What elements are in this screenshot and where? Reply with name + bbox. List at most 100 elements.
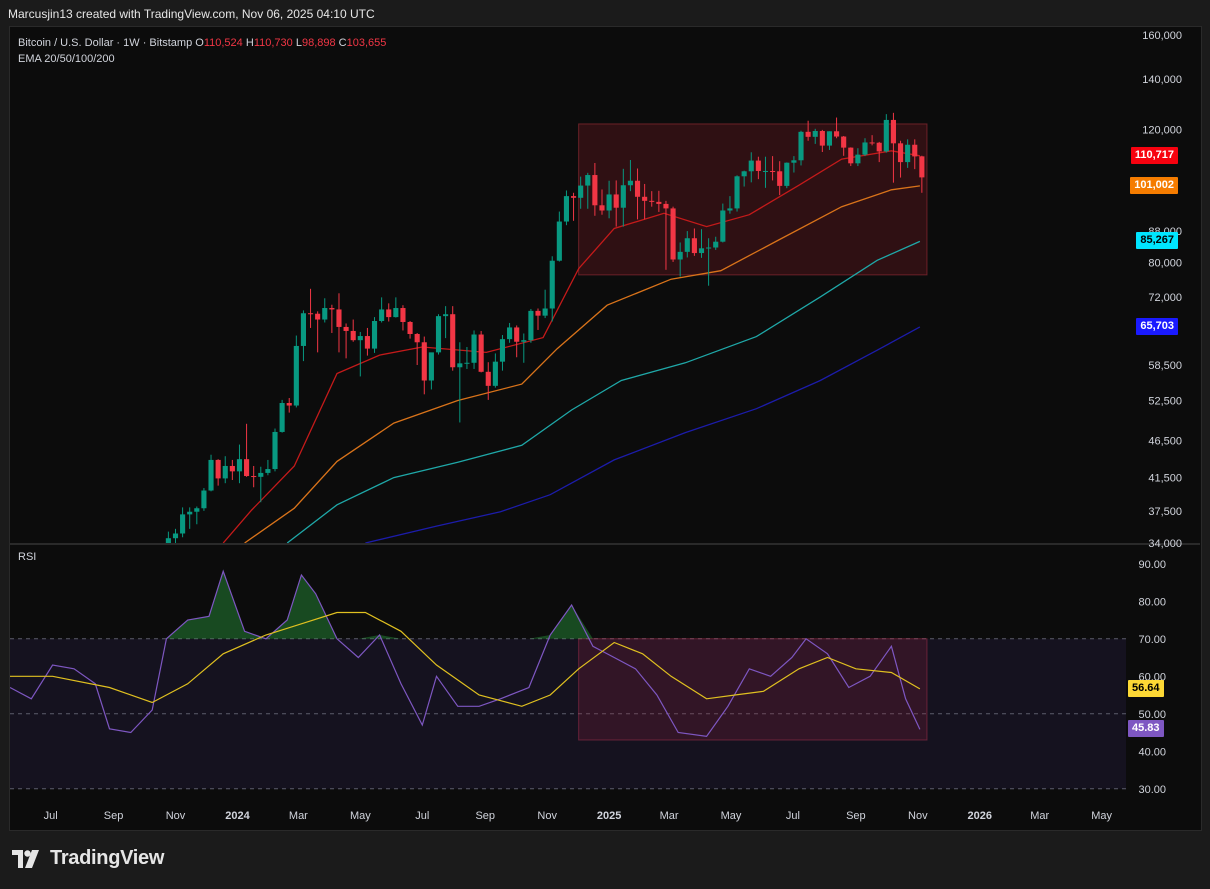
candle-body [727,208,733,211]
candle [322,298,328,323]
candle-body [478,334,484,372]
candle-body [677,251,683,260]
candle [443,306,449,339]
candle [755,156,761,180]
price-axis-tick: 120,000 [1142,124,1182,136]
candle [414,332,420,366]
candle [599,189,605,215]
price-axis-tick: 72,000 [1148,292,1182,304]
time-axis-tick: Sep [846,810,866,822]
candle-body [421,342,427,381]
low-value: 98,898 [301,37,336,49]
rsi-axis-tick: 50.00 [1138,709,1166,721]
candle [464,347,470,369]
candle [507,322,513,343]
candle [407,321,413,339]
rsi-axis-tick: 90.00 [1138,559,1166,571]
candle-body [514,327,520,342]
candle-body [826,131,833,146]
time-axis-tick: Sep [104,810,124,822]
candle-body [734,176,740,209]
time-axis-tick: 2026 [968,810,992,822]
candle-body [812,131,818,137]
candle-body [187,511,193,515]
open-value: 110,524 [203,37,243,49]
candle-body [720,210,726,242]
candle-body [443,314,449,317]
candle-body [770,170,776,172]
candle [549,256,555,322]
candle [855,148,861,167]
candle [492,353,498,388]
candle-body [286,403,292,406]
candle-body [201,490,207,509]
low-label: L [295,37,302,49]
candle-body [329,308,335,310]
candle [905,139,911,168]
candle [684,231,690,258]
range-highlight-box [578,123,928,276]
price-axis-tick: 52,500 [1148,396,1182,408]
candle [819,129,825,152]
candle-body [172,533,179,539]
candle [244,423,250,477]
candle [165,531,171,543]
candle [727,196,733,214]
candle [784,162,790,189]
rsi-pane [10,569,1126,790]
candle-body [599,205,605,211]
candle [770,156,776,181]
candle [208,454,214,492]
candle [350,319,356,342]
candle-body [691,238,697,254]
candle [272,428,278,472]
tradingview-logo[interactable]: TradingView [12,847,164,870]
candle-body [407,321,413,335]
candle [258,466,264,503]
ema-line-50 [244,185,920,543]
candle-body [464,362,470,364]
candle [201,488,207,511]
candle [300,310,306,362]
candle [656,190,662,212]
candle [677,242,683,277]
candle [172,528,179,543]
candle [848,147,854,167]
candle-body [883,119,889,152]
rsi-axis-tick: 30.00 [1138,784,1166,796]
candle-body [698,248,705,254]
candle-body [336,309,342,327]
candle-body [371,321,378,349]
candle [649,191,655,207]
candle [834,117,840,139]
candle-body [343,326,349,331]
candle [592,163,598,216]
tradingview-logo-icon [12,849,39,868]
candle-body [471,334,477,363]
rsi-label: RSI [18,551,37,563]
candle [606,180,612,219]
chart-frame[interactable] [9,26,1202,831]
candle [713,236,719,250]
candle-body [393,308,399,318]
candle [841,135,847,156]
rsi-axis-tick: 80.00 [1138,596,1166,608]
candle [194,506,200,525]
candle-body [848,147,854,164]
candle [748,152,754,183]
candle [393,297,399,318]
time-axis-tick: Jul [786,810,800,822]
rsi-line [10,569,921,737]
candle [329,304,335,333]
candle [478,330,484,373]
candle [471,330,477,369]
candle [556,211,562,262]
ema-line-200 [365,326,921,543]
candle-body [165,538,171,543]
candle [357,331,363,377]
candle [364,327,370,356]
rsi-band-background [10,638,1126,789]
candle-body [684,238,690,252]
candle-body [905,144,911,163]
